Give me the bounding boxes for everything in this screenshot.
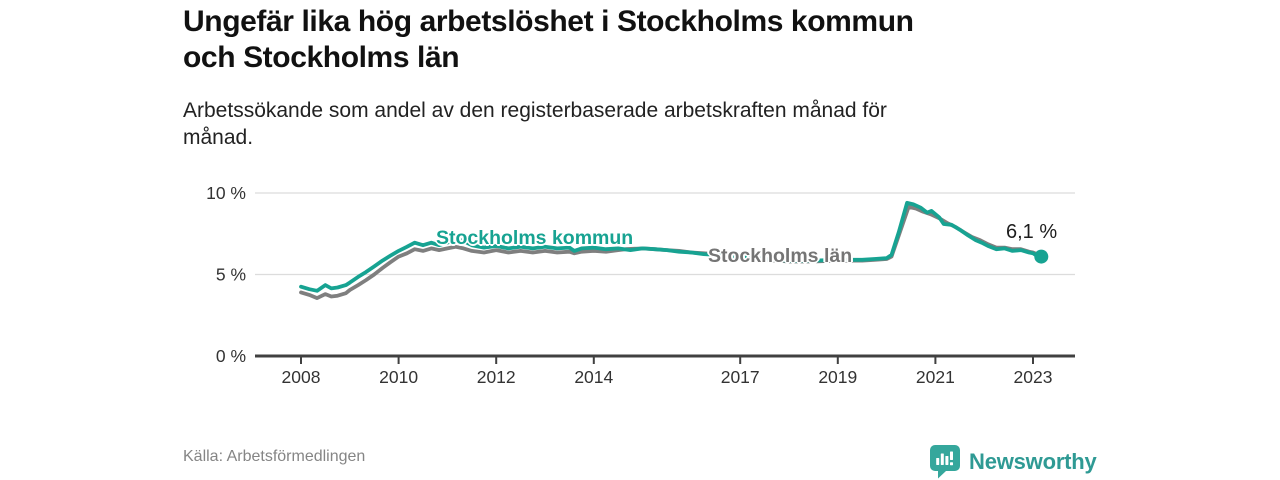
x-tick-label: 2014 (574, 367, 613, 387)
y-tick-label: 0 % (216, 346, 246, 366)
y-tick-label: 10 % (206, 183, 246, 203)
newsworthy-brand-name: Newsworthy (969, 448, 1097, 474)
y-tick-label: 5 % (216, 265, 246, 285)
x-tick-label: 2008 (282, 367, 321, 387)
newsworthy-logo-icon (930, 445, 960, 479)
chart-subtitle: Arbetssökande som andel av den registerb… (183, 97, 1043, 151)
x-tick-label: 2017 (721, 367, 760, 387)
x-tick-label: 2010 (379, 367, 418, 387)
series-label-stockholms-kommun: Stockholms kommun (436, 227, 634, 249)
newsworthy-brand: Newsworthy (929, 444, 1097, 479)
title-line-1: Ungefär lika hög arbetslöshet i Stockhol… (183, 5, 914, 38)
source-note: Källa: Arbetsförmedlingen (183, 448, 366, 465)
x-tick-label: 2012 (477, 367, 516, 387)
latest-value-annotation: 6,1 % (1006, 221, 1058, 243)
subtitle-line-2: månad. (183, 126, 254, 149)
x-tick-label: 2023 (1014, 367, 1053, 387)
x-tick-label: 2019 (818, 367, 857, 387)
subtitle-line-1: Arbetssökande som andel av den registerb… (183, 99, 887, 122)
series-label-stockholms-lan: Stockholms län (708, 245, 853, 267)
page-title: Ungefär lika hög arbetslöshet i Stockhol… (183, 4, 1123, 76)
title-line-2: och Stockholms län (183, 41, 460, 74)
series-line-stockholms-kommun (299, 200, 1044, 293)
x-tick-label: 2021 (916, 367, 955, 387)
latest-value-dot (1034, 249, 1049, 264)
